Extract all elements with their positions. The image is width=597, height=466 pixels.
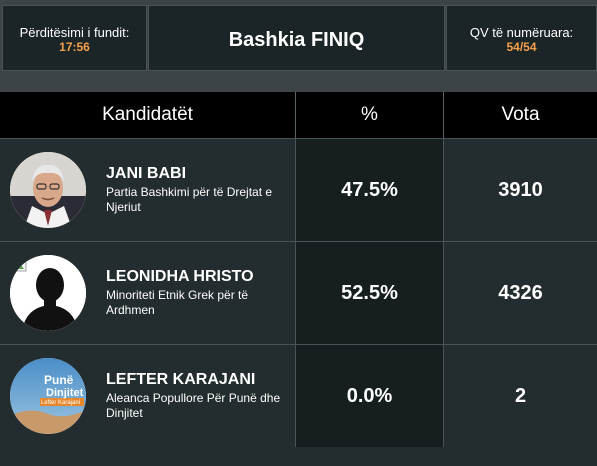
table-header: Kandidatët % Vota [0,92,597,138]
votes-cell: 3910 [444,139,597,241]
candidate-party: Minoriteti Etnik Grek për të Ardhmen [106,288,249,317]
counted-stations-label: QV të numëruara: [469,25,574,40]
last-update-label: Përditësimi i fundit: [19,25,130,40]
percent-cell: 0.0% [296,345,444,447]
column-header-candidates: Kandidatët [0,92,296,138]
votes-value: 2 [514,385,527,407]
table-row: LEONIDHA HRISTO Minoriteti Etnik Grek pë… [0,241,597,344]
campaign-poster-icon: Punë Dinjitet Lefter Karajani [10,358,86,434]
candidate-cell: Punë Dinjitet Lefter Karajani LEFTER KAR… [0,345,296,447]
results-header: Përditësimi i fundit: 17:56 Bashkia FINI… [0,0,597,72]
votes-value: 3910 [498,179,543,201]
portrait-photo-icon [10,152,86,228]
percent-cell: 52.5% [296,242,444,344]
candidate-name: JANI BABI [106,165,187,182]
votes-value: 4326 [498,282,543,304]
avatar [10,255,86,331]
avatar [10,152,86,228]
municipality-title: Bashkia FINIQ [228,29,365,51]
municipality-box: Bashkia FINIQ [148,5,445,71]
counted-stations-box: QV të numëruara: 54/54 [446,5,597,71]
poster-text: Dinjitet [46,387,84,399]
counted-stations-value: 54/54 [506,40,537,54]
separator-strip [0,72,597,92]
candidate-party: Partia Bashkimi për të Drejtat e Njeriut [106,185,273,214]
last-update-time: 17:56 [59,40,90,54]
table-row: Punë Dinjitet Lefter Karajani LEFTER KAR… [0,344,597,447]
candidate-cell: LEONIDHA HRISTO Minoriteti Etnik Grek pë… [0,242,296,344]
last-update-box: Përditësimi i fundit: 17:56 [2,5,147,71]
percent-value: 0.0% [346,385,393,407]
column-header-percent: % [296,92,444,138]
votes-cell: 2 [444,345,597,447]
percent-cell: 47.5% [296,139,444,241]
avatar: Punë Dinjitet Lefter Karajani [10,358,86,434]
poster-text: Lefter Karajani [41,400,80,406]
candidate-party: Aleanca Popullore Për Punë dhe Dinjitet [106,391,281,420]
votes-cell: 4326 [444,242,597,344]
table-row: JANI BABI Partia Bashkimi për të Drejtat… [0,138,597,241]
results-table: Kandidatët % Vota JANI BABI Partia [0,92,597,466]
column-header-votes: Vota [501,104,540,125]
candidate-cell: JANI BABI Partia Bashkimi për të Drejtat… [0,139,296,241]
silhouette-placeholder-icon [10,255,86,331]
percent-value: 52.5% [341,282,398,304]
poster-text: Punë [44,373,74,387]
candidate-name: LEFTER KARAJANI [106,371,256,388]
percent-value: 47.5% [341,179,398,201]
candidate-name: LEONIDHA HRISTO [106,268,254,285]
